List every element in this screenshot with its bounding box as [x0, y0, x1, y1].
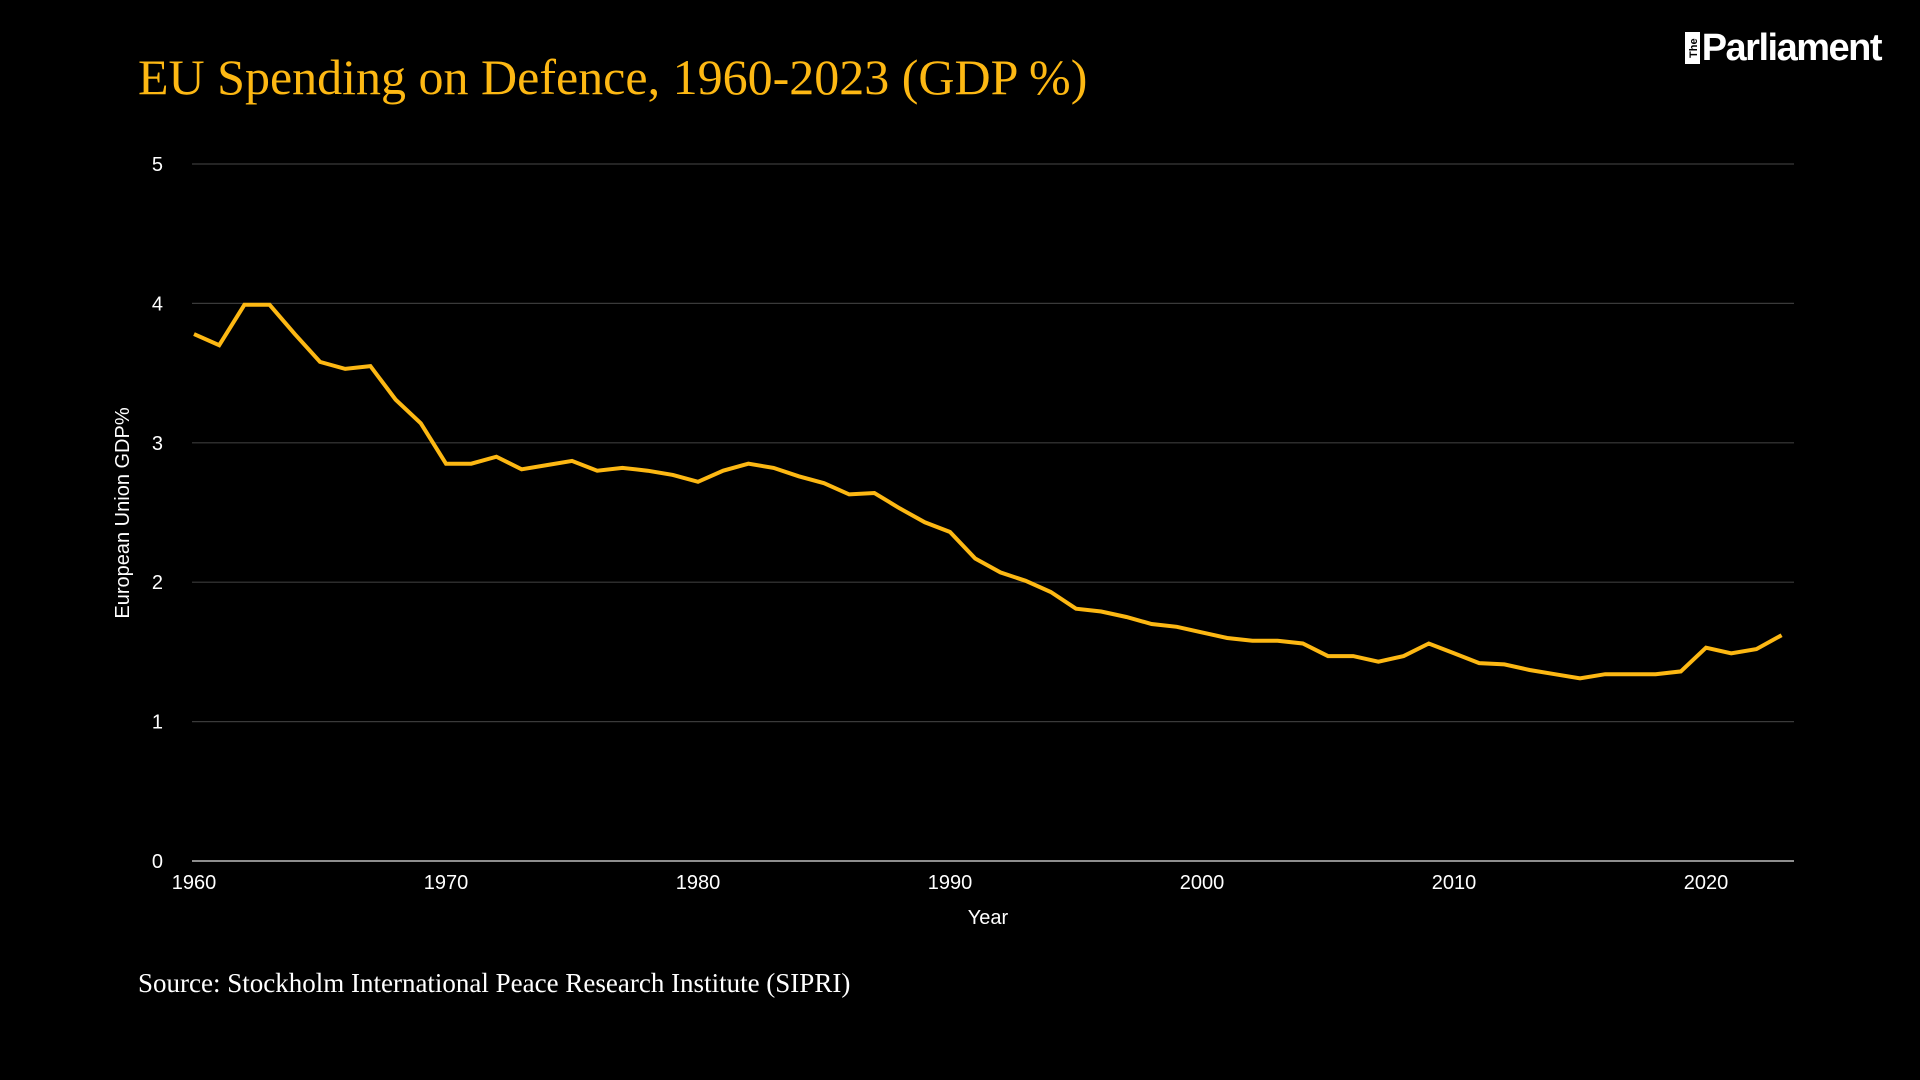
- the-parliament-logo: The Parliament: [1684, 27, 1883, 69]
- grid-lines: [192, 163, 1794, 723]
- y-tick-label: 4: [152, 293, 163, 315]
- x-tick-label: 2010: [1432, 872, 1477, 894]
- x-tick-label: 1970: [424, 872, 469, 894]
- logo-wordmark: Parliament: [1701, 26, 1883, 69]
- y-tick-label: 1: [152, 712, 163, 734]
- x-axis-ticks: 1960 1970 1980 1990 2000 2010 2020: [172, 872, 1729, 894]
- x-tick-label: 1960: [172, 872, 217, 894]
- x-tick-label: 2000: [1180, 872, 1225, 894]
- y-tick-label: 0: [152, 851, 163, 873]
- x-tick-label: 1990: [928, 872, 973, 894]
- y-tick-label: 3: [152, 433, 163, 455]
- series-line-european-union: [193, 302, 1783, 681]
- chart-title: EU Spending on Defence, 1960-2023 (GDP %…: [138, 49, 1088, 105]
- y-axis-title: European Union GDP%: [112, 407, 134, 618]
- x-tick-label: 2020: [1684, 872, 1729, 894]
- source-note: Source: Stockholm International Peace Re…: [138, 968, 851, 998]
- y-axis-ticks: 0 1 2 3 4 5: [152, 154, 163, 873]
- y-tick-label: 2: [152, 572, 163, 594]
- x-axis-title: Year: [968, 907, 1009, 929]
- y-tick-label: 5: [152, 154, 163, 176]
- x-tick-label: 1980: [676, 872, 721, 894]
